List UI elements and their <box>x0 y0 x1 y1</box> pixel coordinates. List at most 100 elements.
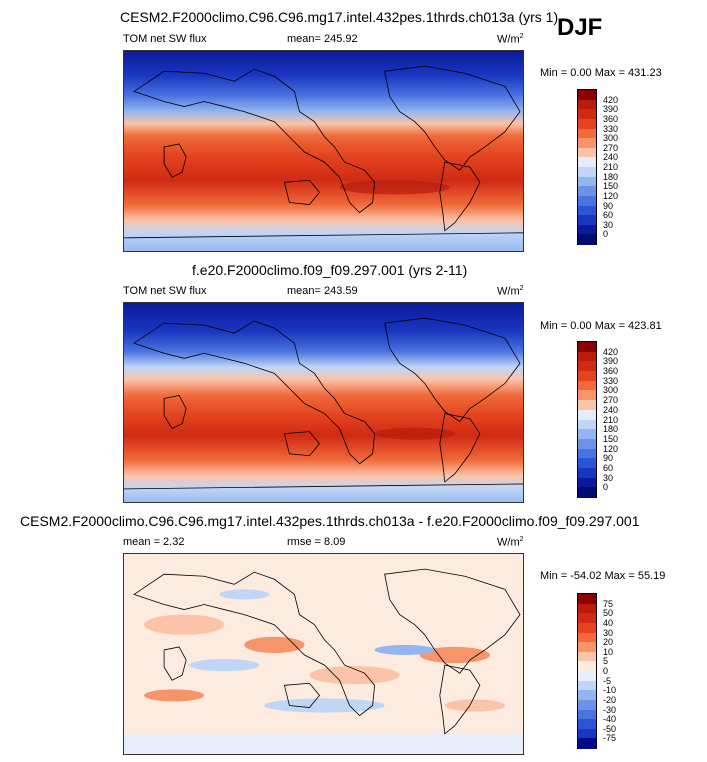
colorbar-tick-label: 150 <box>603 433 619 444</box>
colorbar-segment <box>578 167 596 178</box>
colorbar-segment <box>578 448 596 459</box>
colorbar-segment <box>578 622 596 633</box>
colorbar-tick-label: 330 <box>603 123 619 134</box>
colorbar-tick-label: 270 <box>603 142 619 153</box>
colorbar-segment <box>578 147 596 158</box>
colorbar-tick-label: 420 <box>603 94 619 105</box>
colorbar-segment <box>578 661 596 672</box>
colorbar-tick-label: -20 <box>603 694 617 705</box>
colorbar-tick-label: 30 <box>603 219 614 230</box>
panel1-mean-label: mean= 245.92 <box>287 33 358 45</box>
colorbar-segment <box>578 738 596 749</box>
colorbar-tick-label: 180 <box>603 424 619 435</box>
colorbar-tick-label: 300 <box>603 133 619 144</box>
panel1-map-svg <box>124 51 523 251</box>
panel3-minmax: Min = -54.02 Max = 55.19 <box>540 570 666 582</box>
panel1-coastlines <box>124 65 523 239</box>
panel3-rmse-label: rmse = 8.09 <box>287 536 346 548</box>
colorbar-segment <box>578 632 596 643</box>
panel1-variable-label: TOM net SW flux <box>123 33 207 45</box>
panel1-minmax: Min = 0.00 Max = 431.23 <box>540 67 662 79</box>
panel3-title: CESM2.F2000climo.C96.C96.mg17.intel.432p… <box>20 513 640 529</box>
colorbar-segment <box>578 361 596 372</box>
colorbar-segment <box>578 709 596 720</box>
colorbar-tick-label: 360 <box>603 113 619 124</box>
colorbar-tick-label: 180 <box>603 171 619 182</box>
colorbar-segment <box>578 215 596 226</box>
panel2-map-svg <box>124 303 523 502</box>
colorbar-tick-label: 390 <box>603 104 619 115</box>
colorbar-tick-label: 10 <box>603 646 614 657</box>
panel2-colorbar <box>577 341 597 498</box>
colorbar-segment <box>578 390 596 401</box>
panel2-units: W/m2 <box>497 285 524 298</box>
colorbar-segment <box>578 728 596 739</box>
colorbar-segment <box>578 642 596 653</box>
colorbar-segment <box>578 128 596 139</box>
colorbar-tick-label: 50 <box>603 608 614 619</box>
colorbar-segment <box>578 118 596 129</box>
colorbar-segment <box>578 138 596 149</box>
panel2-map <box>123 302 524 503</box>
colorbar-segment <box>578 429 596 440</box>
colorbar-tick-label: -30 <box>603 704 617 715</box>
panel3-map-svg <box>124 554 523 754</box>
panel3-units: W/m2 <box>497 536 524 549</box>
colorbar-tick-label: -75 <box>603 733 617 744</box>
colorbar-tick-label: 30 <box>603 472 614 483</box>
colorbar-segment <box>578 671 596 682</box>
colorbar-segment <box>578 699 596 710</box>
panel1-map <box>123 50 524 252</box>
panel2-variable-label: TOM net SW flux <box>123 285 207 297</box>
colorbar-segment <box>578 186 596 197</box>
colorbar-segment <box>578 477 596 488</box>
colorbar-segment <box>578 371 596 382</box>
colorbar-tick-label: 360 <box>603 366 619 377</box>
colorbar-segment <box>578 224 596 235</box>
colorbar-segment <box>578 99 596 110</box>
colorbar-segment <box>578 594 596 605</box>
colorbar-segment <box>578 109 596 120</box>
colorbar-tick-label: 20 <box>603 637 614 648</box>
colorbar-segment <box>578 438 596 450</box>
panel2-coastlines <box>124 317 523 490</box>
colorbar-tick-label: -50 <box>603 723 617 734</box>
colorbar-segment <box>578 90 596 101</box>
colorbar-tick-label: 0 <box>603 666 609 676</box>
colorbar-tick-label: 240 <box>603 404 619 415</box>
panel2-minmax: Min = 0.00 Max = 423.81 <box>540 320 662 332</box>
colorbar-tick-label: 420 <box>603 346 619 357</box>
colorbar-segment <box>578 603 596 614</box>
colorbar-segment <box>578 458 596 469</box>
colorbar-tick-label: 120 <box>603 190 619 201</box>
colorbar-tick-label: 60 <box>603 462 614 473</box>
panel1-units: W/m2 <box>497 33 524 46</box>
colorbar-segment <box>578 400 596 411</box>
colorbar-tick-label: 330 <box>603 375 619 386</box>
colorbar-tick-label: -10 <box>603 685 617 696</box>
colorbar-segment <box>578 467 596 479</box>
colorbar-tick-label: 90 <box>603 200 614 211</box>
colorbar-tick-label: 210 <box>603 162 619 172</box>
colorbar-tick-label: 240 <box>603 152 619 163</box>
colorbar-tick-label: 300 <box>603 385 619 396</box>
colorbar-segment <box>578 157 596 168</box>
colorbar-segment <box>578 351 596 362</box>
colorbar-segment <box>578 234 596 245</box>
panel3-anomaly-patches <box>124 589 523 754</box>
panel1-title: CESM2.F2000climo.C96.C96.mg17.intel.432p… <box>120 9 559 25</box>
colorbar-tick-label: 0 <box>603 229 609 240</box>
colorbar-tick-label: 390 <box>603 356 619 367</box>
colorbar-segment <box>578 409 596 420</box>
colorbar-tick-label: 120 <box>603 443 619 454</box>
colorbar-segment <box>578 342 596 353</box>
panel2-mean-label: mean= 243.59 <box>287 285 358 297</box>
colorbar-tick-label: -40 <box>603 714 617 725</box>
colorbar-tick-label: 0 <box>603 482 609 493</box>
colorbar-segment <box>578 195 596 206</box>
colorbar-tick-label: 30 <box>603 627 614 638</box>
colorbar-segment <box>578 380 596 391</box>
colorbar-tick-label: 270 <box>603 395 619 406</box>
colorbar-tick-label: 210 <box>603 414 619 425</box>
panel3-mean-label: mean = 2.32 <box>123 536 185 548</box>
